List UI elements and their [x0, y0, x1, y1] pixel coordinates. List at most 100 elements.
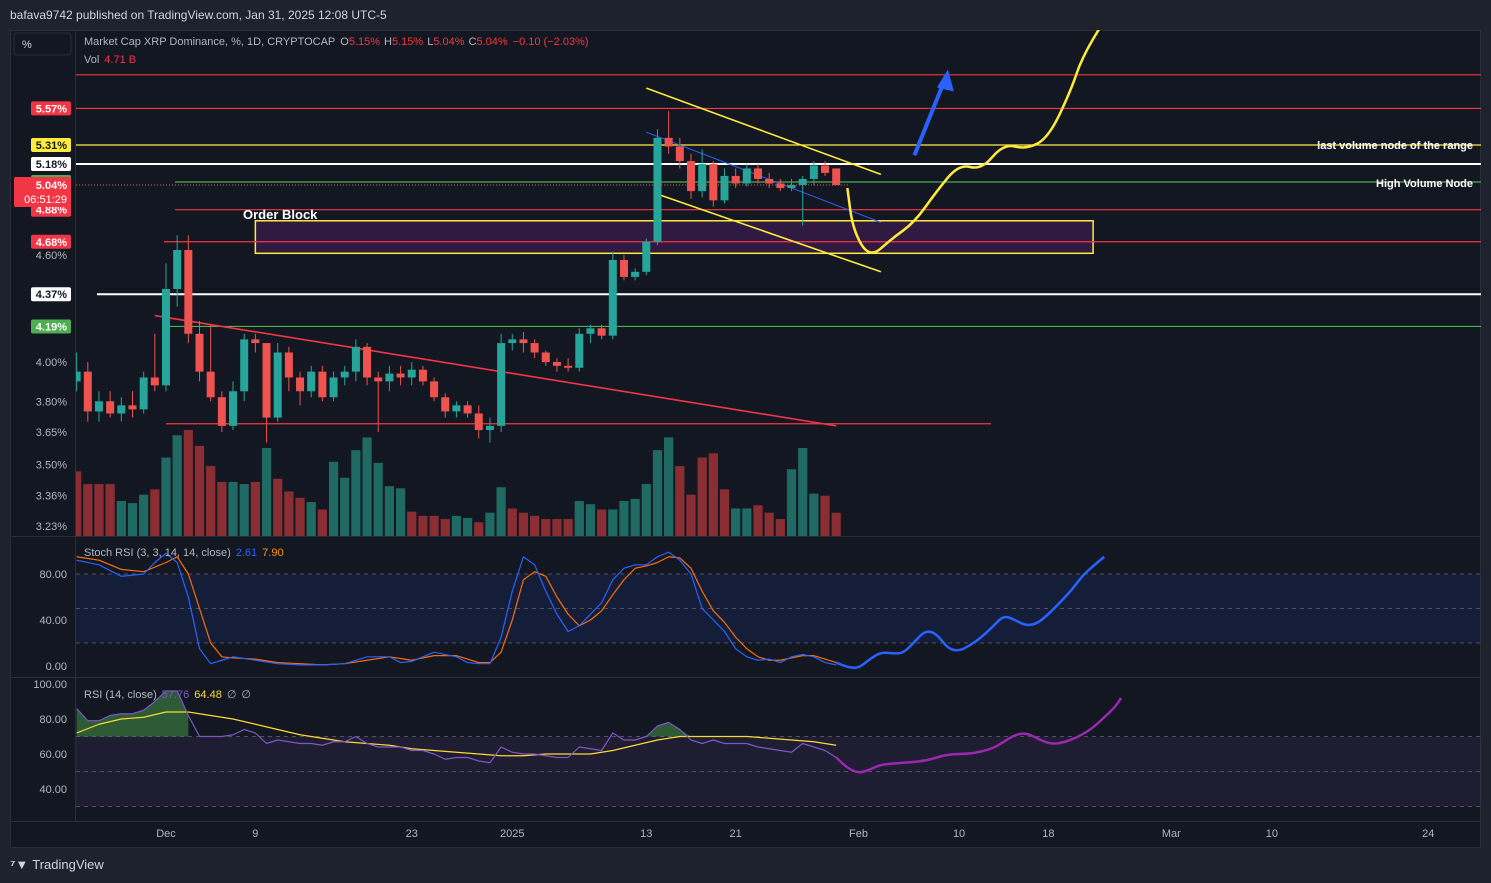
candle-body: [485, 425, 494, 431]
rsi-title: RSI (14, close): [84, 689, 157, 701]
volume-value: 4.71 B: [104, 54, 136, 66]
candle-body: [217, 397, 226, 426]
volume-bar: [507, 508, 517, 536]
candle-body: [586, 328, 595, 334]
candle-body: [76, 371, 81, 382]
volume-bar: [217, 481, 227, 536]
high-volume-node-label: High Volume Node: [1376, 178, 1473, 190]
candle-body: [530, 343, 539, 353]
candle-body: [262, 343, 271, 418]
volume-bar: [451, 515, 462, 536]
unit-button[interactable]: [13, 32, 72, 56]
projection-arrow-shaft: [912, 78, 947, 156]
candle-body: [251, 339, 260, 344]
volume-bar: [250, 481, 260, 536]
volume-bar: [708, 453, 718, 536]
price-badge: 4.88%: [36, 205, 67, 217]
volume-bar: [664, 437, 674, 536]
legend-line: Market Cap XRP Dominance, %, 1D, CRYPTOC…: [84, 36, 589, 48]
volume-bar: [407, 511, 417, 536]
tradingview-logo[interactable]: ⁷▼ TradingView: [10, 857, 104, 872]
legend-change: −0.10 (−2.03%): [513, 36, 589, 48]
stoch-title: Stoch RSI (3, 3, 14, 14, close): [84, 547, 231, 559]
volume-bar: [820, 495, 830, 536]
time-tick-label: 21: [730, 828, 742, 840]
price-tick-label: 3.50%: [36, 459, 67, 471]
legend-low: 5.04%: [433, 36, 464, 48]
stoch-tick-label: 40.00: [39, 615, 67, 627]
current-price-badge: 5.04%: [36, 180, 67, 192]
rsi-legend: RSI (14, close) 57.76 64.48 ∅ ∅: [84, 689, 251, 701]
stoch-k-line: [76, 551, 837, 666]
time-tick-label: Mar: [1162, 828, 1181, 840]
candle-body: [184, 249, 193, 334]
publish-bar: bafava9742 published on TradingView.com,…: [0, 0, 1491, 30]
tradingview-logo-icon: ⁷▼: [10, 857, 29, 872]
volume-bar: [675, 466, 685, 536]
volume-bar: [105, 484, 115, 536]
candle-body: [363, 346, 372, 378]
candle-body: [809, 165, 818, 179]
candle-body: [731, 175, 740, 184]
rsi-line: [76, 690, 837, 764]
time-tick-label: 13: [640, 828, 652, 840]
volume-bar: [362, 437, 372, 536]
legend-close-label: C: [469, 36, 477, 48]
candle-body: [709, 164, 718, 201]
volume-bar: [552, 519, 562, 536]
candle-body: [94, 401, 103, 412]
volume-bar: [809, 493, 819, 536]
volume-bar: [395, 488, 406, 536]
volume-bar: [619, 501, 629, 536]
chart-frame: [10, 30, 1481, 848]
stoch-rsi-pane[interactable]: [76, 551, 1481, 670]
volume-bar: [127, 503, 138, 536]
candle-body: [698, 164, 707, 192]
candle-body: [273, 352, 282, 418]
legend-title: Market Cap XRP Dominance, %, 1D, CRYPTOC…: [84, 36, 335, 48]
rsi-pane[interactable]: [76, 690, 1481, 807]
candle-body: [798, 178, 807, 185]
volume-bar: [630, 498, 640, 536]
volume-bar: [139, 494, 149, 536]
candle-body: [686, 161, 695, 192]
candle-body: [619, 259, 628, 277]
price-tick-label: 3.65%: [36, 427, 67, 439]
volume-bar: [239, 484, 249, 536]
volume-bar: [284, 491, 294, 536]
candle-body: [117, 405, 126, 414]
volume-bar: [518, 512, 529, 536]
volume-bar: [652, 450, 663, 536]
volume-bar: [641, 484, 651, 536]
candle-body: [508, 339, 517, 344]
candle-body: [754, 168, 763, 179]
rsi-tick-label: 100.00: [33, 679, 67, 691]
candle-body: [675, 146, 684, 162]
price-projection-path: [846, 30, 1100, 254]
candle-body: [284, 352, 293, 378]
volume-legend: Vol 4.71 B: [84, 54, 136, 66]
volume-bar: [485, 512, 495, 536]
price-badge-bg: [31, 319, 71, 334]
time-tick-label: 10: [953, 828, 965, 840]
candle-body: [742, 168, 751, 184]
trendline: [646, 131, 882, 223]
volume-bar: [194, 445, 205, 536]
candle-body: [564, 365, 573, 368]
candle-body: [318, 371, 327, 398]
volume-bar: [172, 435, 182, 536]
candle-body: [195, 333, 204, 372]
candle-body: [385, 373, 394, 382]
candle-body: [296, 377, 305, 392]
candle-body: [664, 137, 673, 147]
stoch-k-value: 2.61: [236, 547, 257, 559]
price-tick-label: 4.60%: [36, 250, 67, 262]
time-tick-label: 18: [1042, 828, 1054, 840]
price-pane[interactable]: [72, 20, 1481, 536]
order-block-zone: [254, 220, 1094, 255]
volume-label: Vol: [84, 54, 99, 66]
candle-body: [821, 165, 830, 173]
volume-bar: [418, 515, 428, 536]
last-volume-node-label: last volume node of the range: [1317, 140, 1473, 152]
